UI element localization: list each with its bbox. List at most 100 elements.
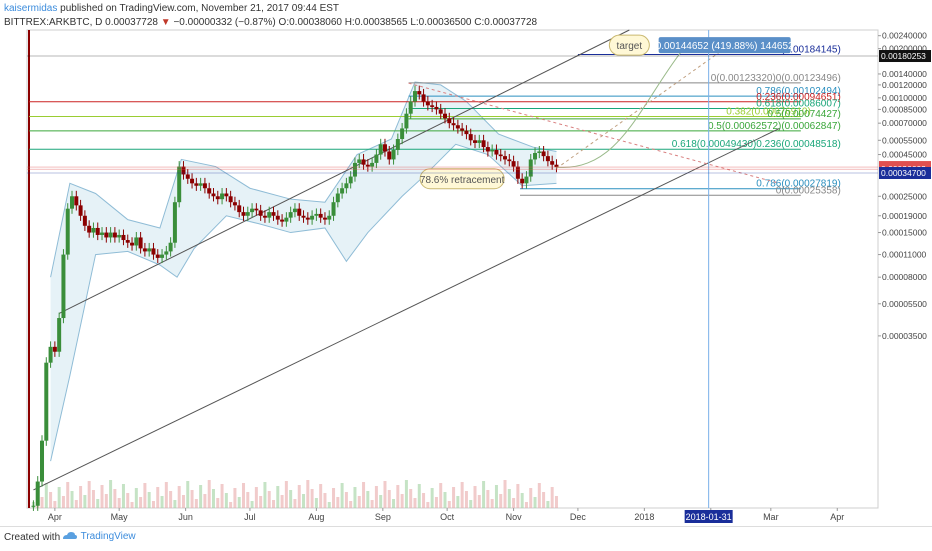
candle-body [391, 149, 396, 160]
candle-body [412, 91, 417, 102]
candle-body [537, 151, 542, 153]
candle-body [185, 174, 190, 179]
candle-body [181, 166, 186, 175]
symbol-line: BITTREX:ARKBTC, D 0.00037728 ▼ −0.000003… [4, 17, 537, 28]
volume-bar [314, 498, 318, 508]
candle-body [104, 232, 109, 238]
y-tick-label: 0.00085000 [882, 104, 927, 114]
volume-bar [460, 482, 464, 508]
created-with-text: Created with [4, 532, 61, 543]
candle-body [550, 161, 555, 165]
candle-body [430, 105, 435, 107]
volume-bar [512, 498, 516, 508]
candle-body [258, 210, 263, 216]
volume-bar [164, 482, 168, 508]
volume-bar [130, 502, 134, 508]
volume-bar [147, 492, 151, 508]
volume-bar [177, 486, 181, 508]
candle-body [280, 219, 285, 222]
candle-body [57, 318, 62, 352]
x-tick-label: Jul [244, 512, 256, 522]
candle-body [164, 251, 169, 255]
author-link[interactable]: kaisermidas [4, 3, 58, 14]
date-badge-label: 2018-01-31 [686, 512, 732, 522]
volume-bar [344, 492, 348, 508]
candle-body [297, 208, 302, 216]
annotations: target 0.00144652 (419.88%) 144652 78.6% r… [408, 30, 794, 508]
trendline [58, 29, 630, 314]
footer-bar: Created with TradingView [0, 526, 932, 551]
volume-bar [113, 489, 117, 508]
x-tick-label: Apr [48, 512, 62, 522]
candle-body [352, 162, 357, 177]
volume-bar [422, 493, 426, 508]
candle-body [228, 196, 233, 203]
candle-body [198, 183, 203, 186]
candle-body [262, 215, 267, 218]
candle-body [190, 178, 195, 184]
candle-body [528, 159, 533, 177]
volume-bar [362, 482, 366, 508]
volume-bar [473, 486, 477, 508]
fib-level-label: 0.5(0.00062572)(0.00062847) [708, 121, 841, 132]
candle-body [78, 205, 83, 216]
volume-bar [237, 497, 241, 508]
price-badge [879, 50, 931, 63]
volume-bar [139, 497, 143, 508]
volume-bar [224, 493, 228, 508]
volume-bar [87, 481, 91, 508]
candle-body [70, 196, 75, 209]
candle-body [82, 215, 87, 226]
candle-body [455, 125, 460, 129]
candle-body [511, 161, 516, 167]
candle-body [382, 144, 387, 152]
candle-body [498, 154, 503, 157]
candle-body [554, 164, 559, 168]
x-tick-label: Sep [375, 512, 391, 522]
candle-body [108, 232, 113, 238]
candle-body [524, 176, 529, 184]
volume-bar [443, 492, 447, 508]
candle-body [91, 227, 96, 233]
volume-bar [319, 484, 323, 508]
volume-bar [434, 497, 438, 508]
trendlines [33, 29, 780, 491]
retracement-label: 78.6% retracement [420, 175, 505, 186]
volume-bar [464, 491, 468, 508]
candle-body [387, 151, 392, 160]
candle-body [207, 188, 212, 194]
symbol-label: BITTREX:ARKBTC, D [4, 17, 103, 28]
candle-body [541, 151, 546, 157]
candle-body [35, 481, 40, 506]
volume-bar [366, 491, 370, 508]
candle-body [421, 94, 426, 102]
price-chart[interactable]: 1.618(0.00184145) 0(0.00123320)0(0.001234… [0, 0, 932, 526]
retracement-bubble [419, 168, 505, 190]
volume-bar [546, 501, 550, 508]
y-tick-label: 0.00120000 [882, 80, 927, 90]
tradingview-logo[interactable]: TradingView [62, 531, 136, 542]
volume-bar [263, 482, 267, 508]
candle-body [48, 346, 53, 363]
candle-body [314, 213, 319, 216]
candle-body [468, 134, 473, 141]
y-tick-label: 0.00008000 [882, 272, 927, 282]
fib-level-label: 0.618(0.00086007) [756, 99, 841, 110]
candle-body [335, 193, 340, 203]
candle-body [100, 232, 105, 235]
volume-bar [409, 489, 413, 508]
candle-body [130, 242, 135, 246]
fib-level-label: 0.618(0.00049430)0.236(0.00048518) [672, 139, 841, 150]
candle-body [232, 202, 237, 206]
volume-bar [70, 491, 74, 508]
volume-bar [370, 500, 374, 508]
volume-bar [379, 495, 383, 508]
date-badge [684, 510, 733, 523]
volume-bar [293, 499, 297, 508]
volume-bar [554, 496, 558, 508]
measure-box [658, 37, 791, 54]
volume-bar [503, 480, 507, 508]
candle-body [95, 227, 100, 235]
cloud-icon [63, 532, 77, 539]
volume-bar [340, 483, 344, 508]
